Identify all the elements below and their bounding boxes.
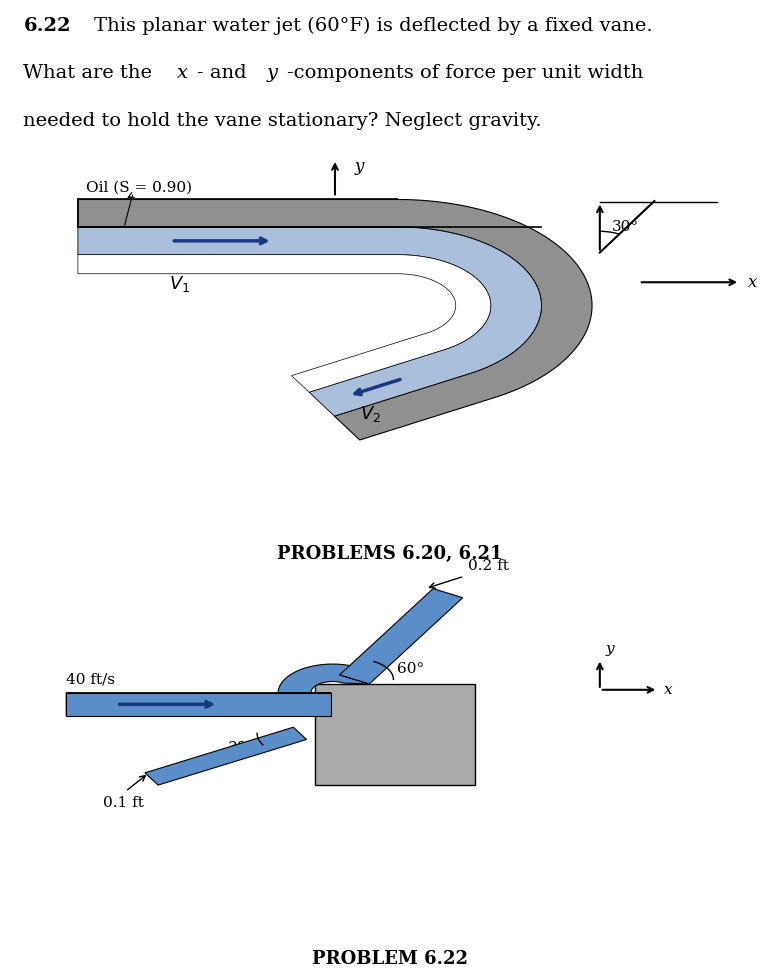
Polygon shape bbox=[78, 255, 491, 392]
Text: $V_1$: $V_1$ bbox=[168, 273, 190, 294]
Text: 40 ft/s: 40 ft/s bbox=[66, 672, 115, 687]
Polygon shape bbox=[66, 664, 369, 716]
Polygon shape bbox=[78, 199, 592, 440]
Polygon shape bbox=[78, 227, 541, 416]
Text: y: y bbox=[354, 158, 364, 176]
Text: 0.1 ft: 0.1 ft bbox=[103, 795, 143, 810]
Text: x: x bbox=[177, 63, 188, 82]
Text: 60°: 60° bbox=[397, 662, 425, 676]
Text: 30°: 30° bbox=[612, 220, 639, 234]
Text: x: x bbox=[748, 273, 757, 291]
Text: y: y bbox=[606, 642, 615, 656]
Text: 30°: 30° bbox=[228, 741, 255, 754]
Text: $V_2$: $V_2$ bbox=[361, 404, 382, 425]
Text: needed to hold the vane stationary? Neglect gravity.: needed to hold the vane stationary? Negl… bbox=[23, 111, 542, 130]
Polygon shape bbox=[340, 589, 463, 684]
Text: Oil (S = 0.90): Oil (S = 0.90) bbox=[86, 181, 192, 194]
Text: 6.22: 6.22 bbox=[23, 17, 71, 35]
Text: x: x bbox=[664, 683, 672, 697]
Text: -components of force per unit width: -components of force per unit width bbox=[287, 63, 643, 82]
Polygon shape bbox=[145, 727, 307, 785]
Polygon shape bbox=[66, 693, 331, 716]
Text: - and: - and bbox=[197, 63, 252, 82]
Text: PROBLEM 6.22: PROBLEM 6.22 bbox=[312, 951, 467, 968]
Text: 0.2 ft: 0.2 ft bbox=[468, 559, 509, 573]
Polygon shape bbox=[315, 683, 475, 785]
Text: This planar water jet (60°F) is deflected by a fixed vane.: This planar water jet (60°F) is deflecte… bbox=[94, 17, 653, 35]
Text: What are the: What are the bbox=[23, 63, 159, 82]
Text: y: y bbox=[266, 63, 277, 82]
Text: PROBLEMS 6.20, 6.21: PROBLEMS 6.20, 6.21 bbox=[277, 545, 502, 563]
